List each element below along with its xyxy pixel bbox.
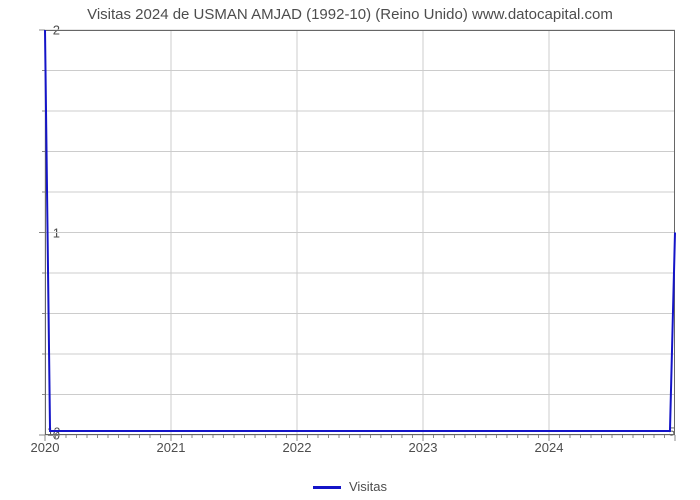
legend: Visitas — [0, 479, 700, 494]
x-tick-label: 2021 — [157, 440, 186, 455]
chart-title: Visitas 2024 de USMAN AMJAD (1992-10) (R… — [0, 6, 700, 23]
plot-area — [45, 30, 675, 435]
legend-label: Visitas — [349, 479, 387, 494]
x-tick-label: 2023 — [409, 440, 438, 455]
x-tick-label: 2022 — [283, 440, 312, 455]
x-tick-label: 2020 — [31, 440, 60, 455]
legend-swatch — [313, 486, 341, 489]
x-tick-label: 2024 — [535, 440, 564, 455]
